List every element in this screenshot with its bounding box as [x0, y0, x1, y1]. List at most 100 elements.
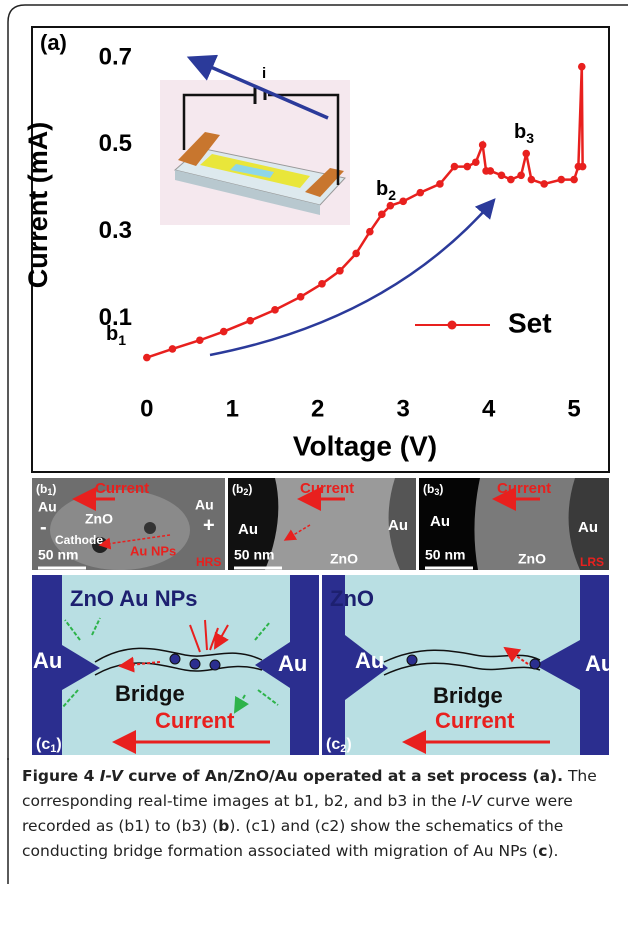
- data-point: [557, 176, 565, 184]
- data-point: [498, 171, 506, 179]
- bridge-label: Bridge: [115, 681, 185, 706]
- data-point: [517, 171, 525, 179]
- label: Au: [38, 499, 57, 515]
- label: (c: [36, 736, 50, 753]
- annotation-text: b: [106, 323, 118, 345]
- data-point: [451, 163, 459, 171]
- y-axis-title: Current (mA): [23, 122, 53, 289]
- data-point: [220, 328, 228, 336]
- figure: i (a) Current (mA) Voltage (V) 0.10.30.5…: [0, 0, 633, 760]
- data-point: [507, 176, 515, 184]
- panel-label: (c2): [326, 736, 352, 755]
- label: (b: [423, 482, 434, 496]
- x-tick-label: 0: [140, 395, 153, 422]
- data-point: [579, 163, 587, 171]
- data-point: [169, 345, 177, 353]
- schematic-title: ZnO: [330, 586, 374, 611]
- data-point: [246, 317, 254, 325]
- caption-frame: [3, 758, 13, 888]
- label: LRS: [580, 555, 604, 569]
- label: (b: [232, 482, 243, 496]
- caption-run: b: [218, 817, 229, 835]
- data-point: [570, 176, 578, 184]
- panel-label: (a): [40, 30, 67, 55]
- data-point: [318, 280, 326, 288]
- inset-label: i: [262, 65, 266, 82]
- current-label: Current: [155, 708, 235, 733]
- electrode-label: Au: [585, 651, 614, 676]
- panel-label: (b1): [36, 482, 56, 497]
- data-point: [143, 354, 151, 362]
- electrode-label: Au: [278, 651, 307, 676]
- label: ZnO: [518, 551, 546, 567]
- annotation-sub: 3: [526, 130, 534, 146]
- caption-run: I-V: [462, 792, 482, 810]
- data-point: [196, 336, 204, 344]
- data-point: [479, 141, 487, 149]
- label: (b: [36, 482, 47, 496]
- data-point: [463, 163, 471, 171]
- label: Au NPs: [130, 543, 176, 558]
- data-point: [352, 250, 360, 258]
- label: HRS: [196, 555, 221, 569]
- panel-label: (c1): [36, 736, 62, 755]
- label: -: [40, 516, 47, 538]
- schematic-title: ZnO Au NPs: [70, 586, 198, 611]
- label: Au: [195, 497, 214, 513]
- legend-label: Set: [508, 307, 552, 338]
- current-label: Current: [95, 480, 149, 497]
- label: 50 nm: [425, 547, 465, 563]
- label: Au: [238, 521, 258, 538]
- label-end: ): [439, 482, 443, 496]
- x-tick-label: 4: [482, 395, 496, 422]
- x-tick-label: 3: [397, 395, 410, 422]
- x-tick-label: 2: [311, 395, 324, 422]
- caption-run: curve of An/ZnO/Au operated at a set pro…: [123, 767, 563, 785]
- label: ZnO: [85, 511, 113, 527]
- data-point: [487, 167, 495, 175]
- y-tick-label: 0.5: [99, 130, 132, 157]
- label: (c: [326, 736, 340, 753]
- label: 50 nm: [234, 547, 274, 563]
- data-point: [578, 63, 586, 71]
- label-end: ): [56, 736, 61, 753]
- inset-schematic: [160, 58, 350, 225]
- caption-run: Figure 4: [22, 767, 100, 785]
- electrode-label: Au: [33, 648, 62, 673]
- data-point: [522, 150, 530, 158]
- data-point: [297, 293, 305, 301]
- caption-run: ).: [547, 842, 558, 860]
- label: Au: [430, 513, 450, 530]
- data-point: [378, 211, 386, 219]
- caption-run: I-V: [100, 767, 123, 785]
- data-point: [366, 228, 374, 236]
- annotation-text: b: [514, 121, 526, 143]
- data-point: [472, 158, 480, 166]
- data-point: [540, 180, 548, 188]
- label: Au: [578, 519, 598, 536]
- bridge-label: Bridge: [433, 683, 503, 708]
- label-end: ): [346, 736, 351, 753]
- y-tick-label: 0.3: [99, 217, 132, 244]
- current-label: Current: [300, 480, 354, 497]
- data-point: [271, 306, 279, 314]
- caption: Figure 4 I-V curve of An/ZnO/Au operated…: [22, 764, 618, 864]
- page: {"chart_data": {"type": "line", "panel_l…: [0, 0, 633, 934]
- data-point: [387, 202, 395, 210]
- data-point: [399, 198, 407, 206]
- legend-marker: [448, 321, 457, 330]
- annotation-text: b: [376, 178, 388, 200]
- annotation-sub: 2: [388, 187, 396, 203]
- x-axis-title: Voltage (V): [293, 430, 437, 461]
- panel-label: (b2): [232, 482, 252, 497]
- electrode-label: Au: [355, 648, 384, 673]
- label-end: ): [52, 482, 56, 496]
- label: Au: [388, 517, 408, 534]
- label: Cathode: [55, 533, 103, 547]
- label: +: [203, 514, 215, 536]
- current-label: Current: [435, 708, 515, 733]
- panel-label: (b3): [423, 482, 443, 497]
- data-point: [336, 267, 344, 275]
- label-end: ): [248, 482, 252, 496]
- label: 50 nm: [38, 547, 78, 563]
